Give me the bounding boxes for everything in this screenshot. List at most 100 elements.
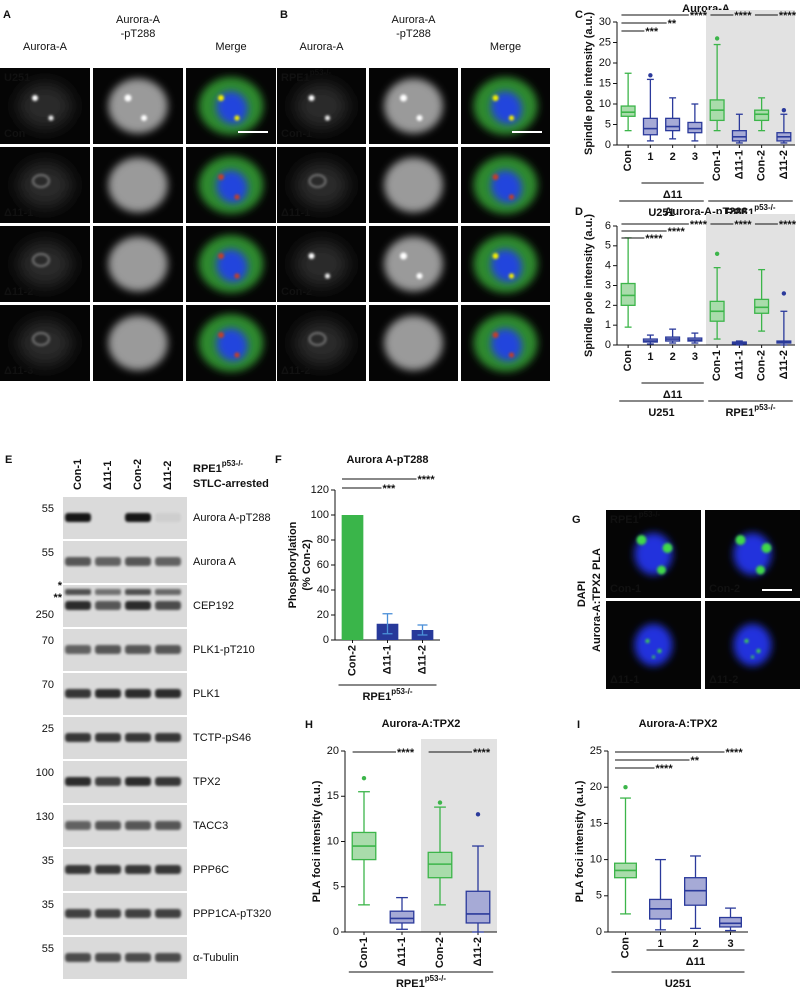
x-tick-label: Con-1 <box>711 150 723 181</box>
y-tick-label: 3 <box>605 279 611 291</box>
micrograph <box>369 68 458 144</box>
marker-label: 70 <box>42 635 54 647</box>
y-tick-label: 5 <box>605 118 611 130</box>
blot-label: CEP192 <box>193 600 234 612</box>
outlier <box>623 785 628 790</box>
blot-band <box>95 589 121 595</box>
outlier <box>714 251 720 256</box>
y-tick-label: 10 <box>327 835 339 847</box>
significance-label: ** <box>691 755 700 767</box>
blot-band <box>65 689 91 698</box>
faint-signal <box>308 332 327 346</box>
outlier <box>475 812 481 817</box>
pla-focus <box>636 535 647 545</box>
micrograph <box>705 510 800 598</box>
spindle-pole <box>324 115 331 121</box>
group-label: U251 <box>648 407 674 419</box>
pla-focus <box>756 649 761 653</box>
cell-haze <box>18 83 72 129</box>
lane-label: Δ11-2 <box>162 461 174 490</box>
chromatin <box>490 170 523 204</box>
blot-band <box>155 513 181 522</box>
cell-line-label-sup: p53-/- <box>310 68 332 77</box>
x-tick-label: Δ11-1 <box>733 150 745 179</box>
row-label: Δ11-2 <box>4 286 33 298</box>
x-tick-label: 2 <box>692 938 698 950</box>
column-header: Merge <box>215 41 246 53</box>
blot-label: PPP6C <box>193 864 229 876</box>
y-tick-label: 0 <box>596 926 602 938</box>
cell-line-label: RPE1p53-/- <box>610 510 660 526</box>
y-tick-label: 0 <box>605 139 611 151</box>
spindle-pole <box>324 273 331 279</box>
micrograph <box>0 147 90 223</box>
row-label: Con-1 <box>281 128 312 140</box>
box <box>665 117 681 132</box>
faint-signal <box>32 174 50 188</box>
spindle-pole <box>508 273 515 279</box>
micrograph <box>186 226 276 302</box>
cell-line-label: RPE1p53-/- <box>281 68 331 84</box>
micrograph <box>186 305 276 381</box>
micrograph <box>0 305 90 381</box>
blot-band <box>65 589 91 595</box>
box <box>754 298 770 314</box>
y-tick-label: 6 <box>605 220 611 232</box>
micrograph <box>0 68 90 144</box>
y-tick-label: 120 <box>311 484 329 496</box>
box <box>731 129 747 142</box>
cell-haze <box>294 320 349 366</box>
box <box>642 117 658 136</box>
micrograph <box>369 147 458 223</box>
y-tick-label: 20 <box>590 781 602 793</box>
blot-band <box>95 909 121 918</box>
lane-label: Δ11-1 <box>102 461 114 490</box>
spindle-pole <box>308 253 315 259</box>
x-tick-label: Δ11-2 <box>472 937 484 966</box>
chart-title: Aurora A-pT288 <box>346 454 428 466</box>
micrograph <box>461 147 550 223</box>
blot-band <box>95 733 121 742</box>
blot-band <box>95 865 121 874</box>
pla-focus <box>761 543 772 553</box>
chart-title: Aurora-A:TPX2 <box>639 718 718 730</box>
cell-body <box>384 315 443 371</box>
blot-band <box>125 777 151 786</box>
row-label: Δ11-2 <box>281 365 310 377</box>
asterisk: * <box>58 580 63 592</box>
blot-band <box>125 645 151 654</box>
bar <box>341 515 364 640</box>
significance-label: **** <box>734 219 752 231</box>
x-tick-label: Con-2 <box>756 350 768 381</box>
y-tick-label: 0 <box>323 634 329 646</box>
group-label: U251 <box>665 978 691 990</box>
group-label: Δ11 <box>663 389 683 401</box>
blot-label: PPP1CA-pT320 <box>193 908 271 920</box>
x-tick-label: 3 <box>727 938 733 950</box>
micrograph <box>93 226 183 302</box>
cell-body <box>384 78 443 134</box>
spindle-pole <box>48 115 54 121</box>
y-tick-label: 5 <box>596 890 602 902</box>
column-header: Aurora-A <box>23 41 68 53</box>
marker-label: 55 <box>42 547 54 559</box>
cell-haze <box>294 241 349 287</box>
x-tick-label: 1 <box>647 151 653 163</box>
image-label: Con-1 <box>610 583 641 595</box>
blot-band <box>155 909 181 918</box>
marker-label: 55 <box>42 943 54 955</box>
significance-label: **** <box>473 747 491 759</box>
group-label-sup: p53-/- <box>754 203 776 212</box>
micrograph <box>461 226 550 302</box>
chromatin <box>216 328 248 362</box>
significance-label: **** <box>397 747 415 759</box>
y-tick-label: 2 <box>605 299 611 311</box>
spindle-pole <box>416 115 423 121</box>
chromatin <box>216 170 248 204</box>
y-tick-label: 5 <box>333 881 339 893</box>
y-axis-label: Spindle pole intensity (a.u.) <box>583 214 595 357</box>
significance-label: **** <box>690 10 708 22</box>
blot-band <box>65 733 91 742</box>
chromatin <box>634 623 673 667</box>
